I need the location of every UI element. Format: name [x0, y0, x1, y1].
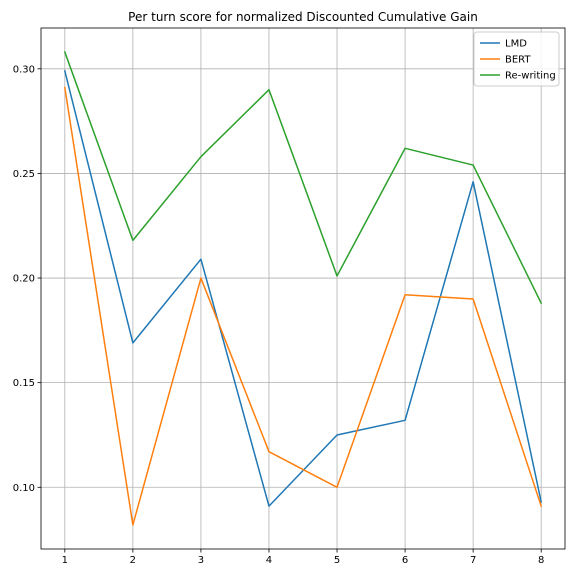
series-line-lmd — [63, 69, 543, 507]
x-tick-label: 3 — [198, 555, 204, 566]
legend: LMD BERT Re-writing — [473, 31, 560, 87]
x-tick-label: 1 — [62, 555, 68, 566]
series-lines — [63, 51, 543, 526]
series-line-bert — [63, 86, 543, 526]
y-tick-label: 0.15 — [13, 378, 35, 389]
x-tick-label: 6 — [402, 555, 408, 566]
y-tick-label: 0.30 — [13, 64, 35, 75]
x-tick-label: 2 — [130, 555, 136, 566]
legend-label: BERT — [505, 55, 531, 66]
x-tick-label: 8 — [538, 555, 544, 566]
y-tick-label: 0.20 — [13, 274, 35, 285]
legend-label: LMD — [505, 39, 527, 50]
x-tick-label: 5 — [334, 555, 340, 566]
axis-ticks: 1 2 3 4 5 6 7 8 0.10 0.15 0.20 0.25 0.30 — [13, 64, 545, 566]
legend-label: Re-writing — [505, 71, 556, 82]
x-tick-label: 7 — [470, 555, 476, 566]
axes-frame — [40, 27, 566, 550]
legend-box — [473, 31, 560, 87]
chart-title: Per turn score for normalized Discounted… — [128, 10, 478, 24]
x-tick-label: 4 — [266, 555, 272, 566]
y-tick-label: 0.25 — [13, 169, 35, 180]
series-line-re-writing — [63, 51, 543, 305]
y-tick-label: 0.10 — [13, 483, 35, 494]
